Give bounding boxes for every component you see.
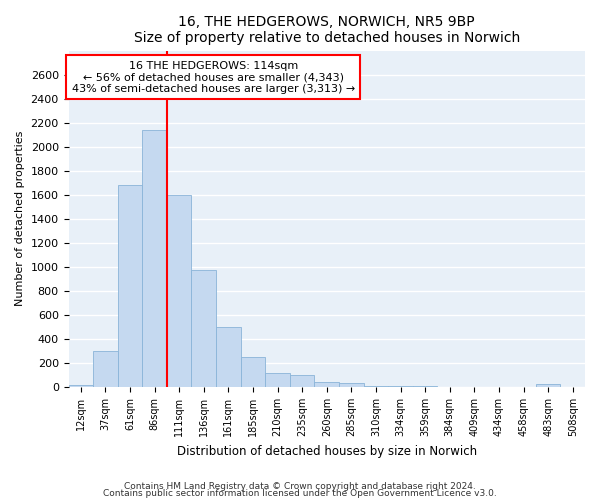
Bar — [265, 372, 290, 387]
Bar — [314, 382, 339, 387]
X-axis label: Distribution of detached houses by size in Norwich: Distribution of detached houses by size … — [177, 444, 477, 458]
Bar — [118, 185, 142, 387]
Bar — [413, 386, 437, 387]
Text: Contains HM Land Registry data © Crown copyright and database right 2024.: Contains HM Land Registry data © Crown c… — [124, 482, 476, 491]
Bar — [167, 195, 191, 387]
Text: 16 THE HEDGEROWS: 114sqm
← 56% of detached houses are smaller (4,343)
43% of sem: 16 THE HEDGEROWS: 114sqm ← 56% of detach… — [71, 60, 355, 94]
Bar — [216, 327, 241, 387]
Y-axis label: Number of detached properties: Number of detached properties — [15, 131, 25, 306]
Title: 16, THE HEDGEROWS, NORWICH, NR5 9BP
Size of property relative to detached houses: 16, THE HEDGEROWS, NORWICH, NR5 9BP Size… — [134, 15, 520, 45]
Bar — [388, 386, 413, 387]
Bar — [339, 384, 364, 387]
Bar — [142, 130, 167, 387]
Bar — [93, 351, 118, 387]
Bar — [364, 386, 388, 387]
Text: Contains public sector information licensed under the Open Government Licence v3: Contains public sector information licen… — [103, 489, 497, 498]
Bar — [191, 270, 216, 387]
Bar — [536, 384, 560, 387]
Bar — [290, 375, 314, 387]
Bar — [241, 357, 265, 387]
Bar — [68, 384, 93, 387]
